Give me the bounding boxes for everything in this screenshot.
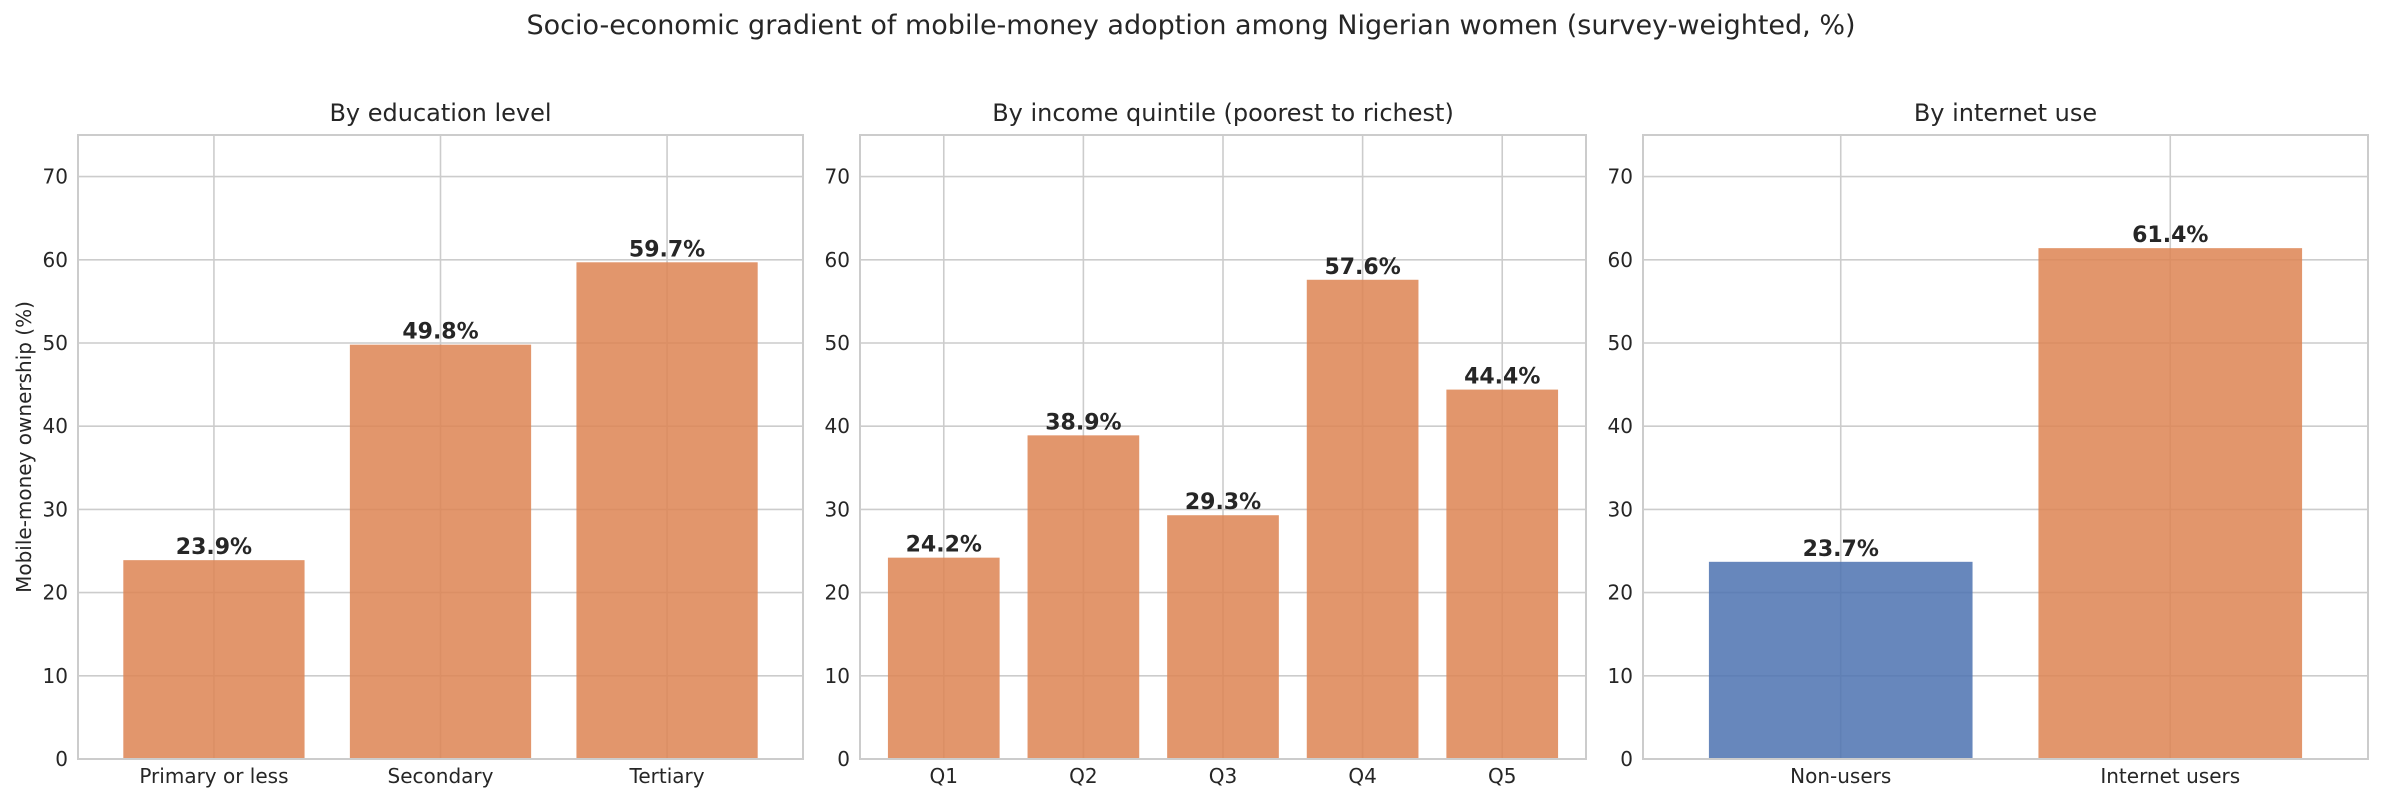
y-tick-label: 0 xyxy=(837,747,850,771)
bar-value-label: 38.9% xyxy=(1045,410,1121,435)
y-tick-label: 0 xyxy=(55,747,68,771)
y-tick-label: 60 xyxy=(43,248,68,272)
x-tick-label: Q4 xyxy=(1348,764,1376,788)
y-tick-label: 60 xyxy=(1608,248,1633,272)
bar-value-label: 44.4% xyxy=(1464,365,1540,390)
panel-title: By income quintile (poorest to richest) xyxy=(992,99,1454,127)
y-tick-label: 10 xyxy=(43,664,68,688)
bar-secondary xyxy=(349,344,532,759)
panel-2: 0 10 20 30 40 50 60 70 24.2% Q1 38.9% Q2 29.3% Q3 57.6… xyxy=(825,99,1587,788)
bar-value-label: 61.4% xyxy=(2132,223,2208,248)
axes-frame xyxy=(859,134,1587,760)
bar-q3 xyxy=(1167,515,1279,759)
bar-value-label: 23.9% xyxy=(176,535,252,560)
bar-value-label: 23.7% xyxy=(1803,537,1879,562)
x-tick-label: Q3 xyxy=(1209,764,1237,788)
y-tick-label: 60 xyxy=(825,248,850,272)
bar-value-label: 24.2% xyxy=(906,533,982,558)
x-tick-label: Internet users xyxy=(2100,764,2240,788)
y-tick-label: 30 xyxy=(1608,497,1633,521)
bar-value-label: 59.7% xyxy=(629,237,705,262)
x-tick-label: Q5 xyxy=(1488,764,1516,788)
y-tick-label: 30 xyxy=(43,497,68,521)
panel-title: By education level xyxy=(329,99,551,127)
y-tick-label: 50 xyxy=(43,331,68,355)
x-tick-label: Secondary xyxy=(388,764,494,788)
bar-value-label: 49.8% xyxy=(402,320,478,345)
bar-q1 xyxy=(887,557,1000,759)
bar-q2 xyxy=(1027,435,1140,759)
y-tick-label: 70 xyxy=(1608,165,1633,189)
axes-frame xyxy=(1642,134,2369,760)
y-tick-label: 10 xyxy=(1608,664,1633,688)
y-tick-label: 50 xyxy=(825,331,850,355)
y-tick-label: 20 xyxy=(43,581,68,605)
y-axis-label: Mobile-money ownership (%) xyxy=(12,301,36,593)
panel-3: 0 10 20 30 40 50 60 70 23.7% Non-users 61.4% Intern… xyxy=(1608,99,2369,788)
y-tick-label: 20 xyxy=(825,581,850,605)
y-tick-label: 40 xyxy=(1608,414,1633,438)
panel-1: 0 10 20 30 40 50 60 70 23.9% Primary or less 49.8%… xyxy=(12,99,804,788)
bar-internet-users xyxy=(2038,248,2303,760)
y-tick-label: 10 xyxy=(825,664,850,688)
y-tick-label: 40 xyxy=(43,414,68,438)
x-tick-label: Tertiary xyxy=(629,764,705,788)
y-tick-label: 0 xyxy=(1620,747,1633,771)
bar-q4 xyxy=(1306,279,1419,759)
y-tick-label: 40 xyxy=(825,414,850,438)
x-tick-label: Q2 xyxy=(1069,764,1097,788)
bar-value-label: 29.3% xyxy=(1185,490,1261,515)
x-tick-label: Q1 xyxy=(930,764,958,788)
chart-panels: 0 10 20 30 40 50 60 70 23.9% Primary or less 49.8%… xyxy=(12,99,2369,788)
bar-primary-or-less xyxy=(123,560,305,759)
axes-frame xyxy=(77,134,804,760)
bar-q5 xyxy=(1446,389,1559,759)
y-tick-label: 30 xyxy=(825,497,850,521)
panel-title: By internet use xyxy=(1914,99,2097,127)
bar-value-label: 57.6% xyxy=(1324,255,1400,280)
bar-tertiary xyxy=(576,262,758,759)
y-tick-label: 70 xyxy=(43,165,68,189)
y-tick-label: 20 xyxy=(1608,581,1633,605)
bar-non-users xyxy=(1708,561,1973,759)
y-tick-label: 50 xyxy=(1608,331,1633,355)
x-tick-label: Primary or less xyxy=(139,764,288,788)
x-tick-label: Non-users xyxy=(1790,764,1891,788)
figure-title: Socio-economic gradient of mobile-money … xyxy=(526,10,1855,41)
y-tick-label: 70 xyxy=(825,165,850,189)
